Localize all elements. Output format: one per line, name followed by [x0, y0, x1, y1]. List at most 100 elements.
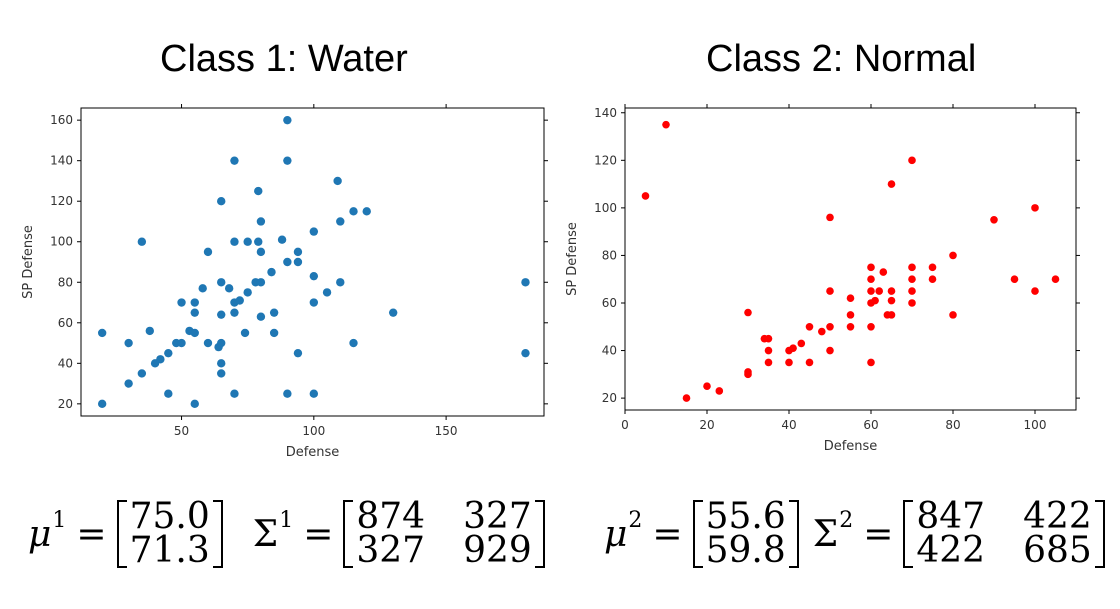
data-point: [1010, 275, 1019, 284]
data-point: [887, 311, 896, 319]
data-point: [662, 120, 670, 129]
data-point: [846, 294, 855, 303]
data-point: [267, 267, 276, 277]
x-tick-label: 50: [174, 424, 189, 438]
data-point: [156, 355, 165, 364]
data-point: [293, 348, 303, 358]
data-point: [826, 287, 834, 295]
data-point: [333, 176, 342, 186]
data-point: [949, 311, 957, 319]
y-tick-label: 40: [602, 344, 617, 358]
y-axis-label: SP Defense: [21, 225, 36, 299]
data-point: [97, 328, 107, 338]
data-point: [190, 308, 199, 317]
data-point: [744, 308, 752, 317]
data-point: [177, 298, 186, 307]
data-point: [322, 288, 332, 297]
data-point: [908, 263, 916, 272]
data-point: [521, 348, 530, 358]
data-point: [789, 344, 797, 352]
data-point: [283, 389, 292, 398]
data-point: [203, 338, 213, 348]
data-point: [879, 268, 888, 276]
y-tick-label: 120: [594, 153, 617, 167]
data-point: [682, 394, 691, 402]
sigma-symbol: Σ: [812, 513, 839, 555]
equals-sign: =: [652, 513, 683, 555]
mu-symbol: μ: [604, 513, 628, 555]
y-tick-label: 40: [58, 356, 73, 370]
data-point: [283, 257, 292, 267]
data-point: [867, 358, 875, 367]
equals-sign: =: [863, 513, 894, 555]
data-point: [336, 217, 345, 226]
data-point: [715, 387, 724, 395]
data-point: [164, 348, 173, 358]
sigma-superscript: 1: [279, 507, 294, 533]
y-axis-label: SP Defense: [565, 222, 580, 296]
equals-sign: =: [76, 513, 107, 555]
data-point: [349, 207, 358, 216]
data-point: [254, 237, 263, 246]
data-point: [990, 215, 998, 224]
data-point: [764, 358, 773, 367]
plot-frame: [624, 107, 1077, 411]
chart-title-class-2: Class 2: Normal: [706, 38, 977, 80]
right-bracket: [534, 500, 545, 568]
y-tick-label: 20: [602, 391, 617, 405]
data-point: [1031, 204, 1039, 212]
data-point: [887, 296, 896, 305]
data-point: [124, 338, 133, 348]
data-point: [744, 368, 752, 376]
data-point: [190, 298, 199, 307]
data-point: [256, 278, 266, 287]
chart-title-class-1: Class 1: Water: [160, 38, 408, 80]
data-point: [875, 287, 883, 295]
y-tick-label: 160: [50, 113, 73, 127]
data-point: [336, 278, 345, 287]
data-point: [867, 322, 875, 331]
data-point: [826, 322, 834, 331]
sigma-superscript: 2: [839, 507, 854, 533]
left-bracket: [692, 500, 703, 568]
y-tick-label: 100: [594, 201, 617, 215]
mean-vector: 55.6 59.8: [692, 499, 799, 569]
data-point: [928, 263, 937, 272]
mean-value: 71.3: [129, 530, 210, 571]
data-point: [846, 322, 855, 331]
covariance-matrix: 847 422 422 685: [903, 499, 1105, 571]
data-point: [198, 284, 207, 293]
data-point: [928, 275, 937, 284]
data-point: [283, 156, 292, 165]
covariance-value: 327: [356, 530, 426, 571]
data-point: [240, 328, 250, 338]
data-point: [269, 308, 279, 317]
covariance-value: 685: [1023, 530, 1092, 571]
y-tick-label: 120: [50, 194, 73, 208]
data-point: [230, 308, 239, 317]
data-point: [217, 338, 226, 348]
data-point: [293, 257, 303, 267]
data-point: [826, 346, 834, 355]
data-point: [277, 235, 287, 244]
mu-superscript: 2: [628, 507, 643, 533]
data-point: [137, 237, 147, 246]
x-tick-label: 100: [302, 424, 325, 438]
data-point: [867, 275, 875, 284]
y-tick-label: 20: [58, 397, 73, 411]
data-point: [818, 327, 826, 336]
data-point: [908, 275, 916, 284]
data-point: [309, 298, 319, 307]
data-point: [124, 379, 133, 388]
data-point: [908, 299, 916, 307]
mu-superscript: 1: [52, 507, 67, 533]
data-point: [908, 156, 916, 165]
y-tick-label: 140: [50, 154, 73, 168]
data-point: [243, 237, 252, 246]
data-point: [949, 251, 957, 260]
data-point: [243, 288, 252, 297]
x-axis-label: Defense: [286, 445, 340, 460]
data-point: [887, 287, 896, 295]
data-point: [283, 115, 292, 125]
